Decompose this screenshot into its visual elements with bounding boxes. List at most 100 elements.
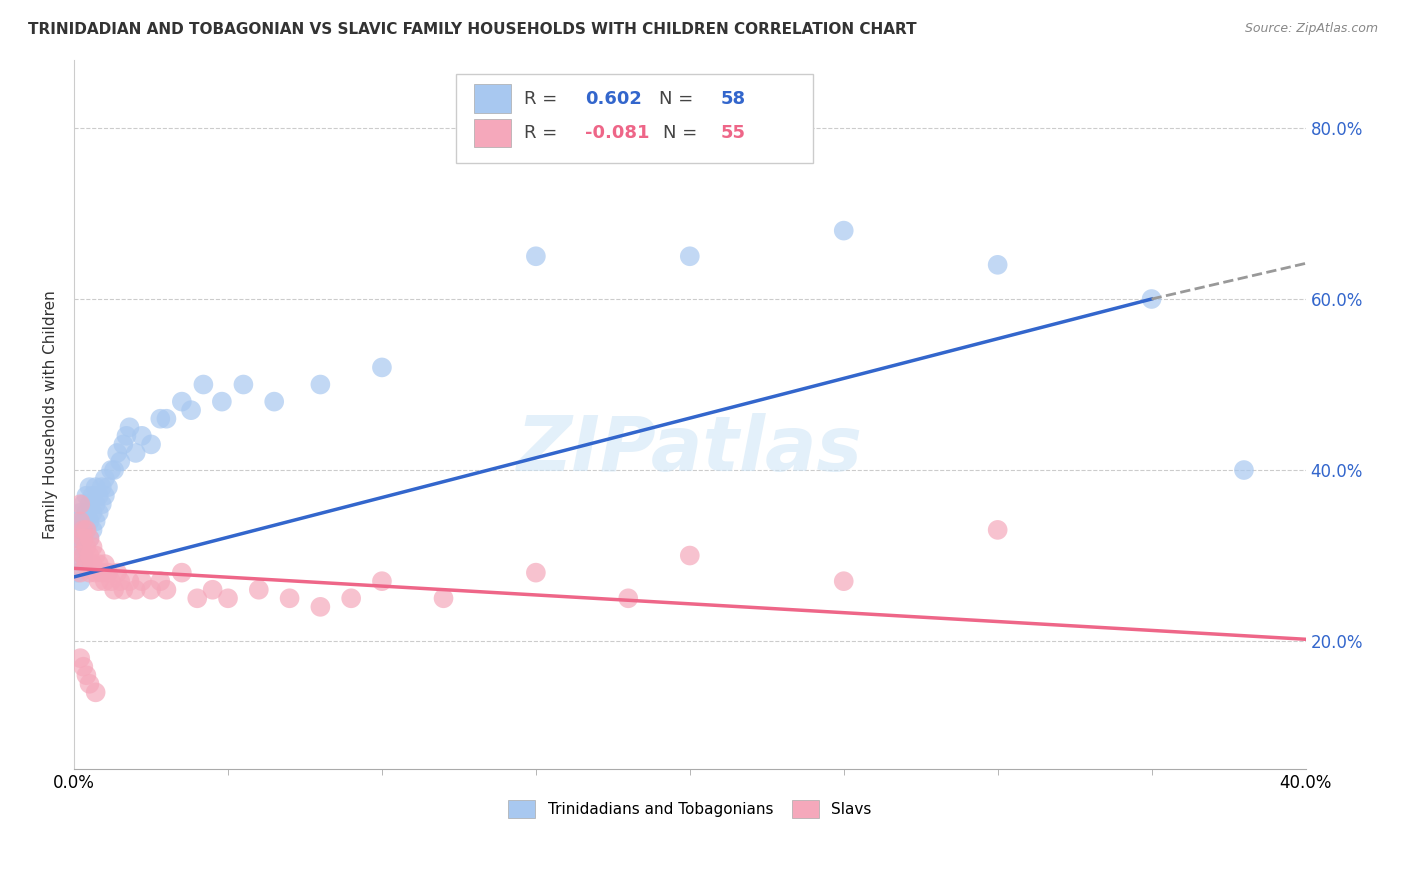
Point bbox=[72, 549, 94, 563]
FancyBboxPatch shape bbox=[474, 85, 512, 112]
Point bbox=[180, 403, 202, 417]
Point bbox=[211, 394, 233, 409]
Point bbox=[79, 677, 101, 691]
Point bbox=[524, 249, 547, 263]
Point bbox=[79, 514, 101, 528]
Point bbox=[87, 489, 110, 503]
Point bbox=[66, 549, 89, 563]
FancyBboxPatch shape bbox=[474, 119, 512, 147]
Point bbox=[69, 514, 91, 528]
Point bbox=[278, 591, 301, 606]
Point bbox=[371, 574, 394, 589]
Text: N =: N = bbox=[662, 124, 703, 142]
Point bbox=[118, 574, 141, 589]
Point bbox=[103, 582, 125, 597]
Point bbox=[201, 582, 224, 597]
Point bbox=[94, 489, 117, 503]
Point bbox=[69, 523, 91, 537]
Point bbox=[66, 566, 89, 580]
Point bbox=[66, 532, 89, 546]
Point bbox=[832, 224, 855, 238]
Point bbox=[97, 566, 120, 580]
Point bbox=[340, 591, 363, 606]
Point bbox=[118, 420, 141, 434]
Point bbox=[155, 411, 177, 425]
Point bbox=[90, 566, 112, 580]
Point bbox=[1233, 463, 1256, 477]
Point bbox=[105, 566, 128, 580]
Point bbox=[94, 557, 117, 571]
Point bbox=[247, 582, 270, 597]
Point bbox=[75, 506, 97, 520]
Point bbox=[103, 463, 125, 477]
Point bbox=[72, 659, 94, 673]
Point bbox=[75, 668, 97, 682]
Text: 55: 55 bbox=[721, 124, 745, 142]
Point bbox=[679, 249, 702, 263]
Point bbox=[75, 489, 97, 503]
Point bbox=[66, 532, 89, 546]
Point bbox=[82, 557, 104, 571]
Y-axis label: Family Households with Children: Family Households with Children bbox=[44, 290, 58, 539]
Point bbox=[72, 532, 94, 546]
Point bbox=[1140, 292, 1163, 306]
Point bbox=[82, 540, 104, 554]
Legend: Trinidadians and Tobagonians, Slavs: Trinidadians and Tobagonians, Slavs bbox=[501, 793, 879, 825]
Point bbox=[232, 377, 254, 392]
Point bbox=[84, 497, 107, 511]
Point bbox=[66, 514, 89, 528]
Point bbox=[155, 582, 177, 597]
Point bbox=[617, 591, 640, 606]
Text: Source: ZipAtlas.com: Source: ZipAtlas.com bbox=[1244, 22, 1378, 36]
Point bbox=[149, 574, 172, 589]
Point bbox=[186, 591, 208, 606]
Point bbox=[115, 429, 138, 443]
Text: 0.602: 0.602 bbox=[585, 89, 643, 108]
Point bbox=[124, 582, 146, 597]
Point bbox=[112, 437, 135, 451]
Point bbox=[87, 557, 110, 571]
Point bbox=[139, 582, 162, 597]
Point bbox=[309, 599, 332, 614]
Point bbox=[82, 523, 104, 537]
Point bbox=[309, 377, 332, 392]
Point bbox=[94, 574, 117, 589]
Point bbox=[100, 463, 122, 477]
Point bbox=[90, 497, 112, 511]
Point bbox=[72, 497, 94, 511]
Point bbox=[170, 566, 193, 580]
Point bbox=[69, 497, 91, 511]
Point bbox=[94, 472, 117, 486]
Point bbox=[524, 566, 547, 580]
Point bbox=[84, 514, 107, 528]
Point bbox=[84, 566, 107, 580]
Point bbox=[90, 480, 112, 494]
Point bbox=[987, 523, 1010, 537]
Point bbox=[87, 574, 110, 589]
Point bbox=[79, 566, 101, 580]
Point bbox=[84, 685, 107, 699]
Point bbox=[79, 532, 101, 546]
Point bbox=[75, 540, 97, 554]
Text: -0.081: -0.081 bbox=[585, 124, 650, 142]
Text: TRINIDADIAN AND TOBAGONIAN VS SLAVIC FAMILY HOUSEHOLDS WITH CHILDREN CORRELATION: TRINIDADIAN AND TOBAGONIAN VS SLAVIC FAM… bbox=[28, 22, 917, 37]
FancyBboxPatch shape bbox=[456, 74, 813, 162]
Point bbox=[79, 549, 101, 563]
Point bbox=[217, 591, 239, 606]
Point bbox=[72, 549, 94, 563]
Point bbox=[110, 574, 132, 589]
Point bbox=[170, 394, 193, 409]
Point bbox=[69, 540, 91, 554]
Point bbox=[100, 574, 122, 589]
Point bbox=[263, 394, 285, 409]
Point bbox=[110, 454, 132, 468]
Point bbox=[679, 549, 702, 563]
Point bbox=[69, 574, 91, 589]
Point bbox=[82, 489, 104, 503]
Point bbox=[432, 591, 454, 606]
Point bbox=[139, 437, 162, 451]
Point bbox=[112, 582, 135, 597]
Point bbox=[371, 360, 394, 375]
Point bbox=[69, 506, 91, 520]
Point bbox=[832, 574, 855, 589]
